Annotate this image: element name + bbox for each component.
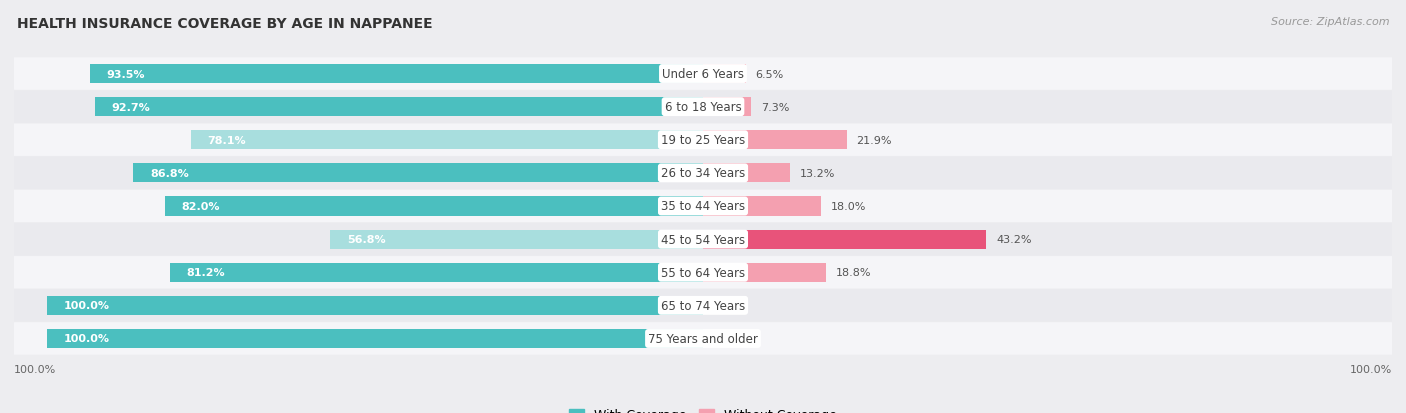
Text: HEALTH INSURANCE COVERAGE BY AGE IN NAPPANEE: HEALTH INSURANCE COVERAGE BY AGE IN NAPP… (17, 17, 433, 31)
Text: 7.3%: 7.3% (761, 102, 789, 112)
Bar (703, 197, 821, 216)
Bar (330, 230, 703, 249)
Text: 35 to 44 Years: 35 to 44 Years (661, 200, 745, 213)
Bar (703, 230, 987, 249)
Bar (94, 98, 703, 117)
Text: 78.1%: 78.1% (207, 135, 246, 145)
Text: 75 Years and older: 75 Years and older (648, 332, 758, 345)
FancyBboxPatch shape (14, 190, 1392, 223)
Bar (46, 329, 703, 348)
Bar (46, 296, 703, 315)
Text: 92.7%: 92.7% (111, 102, 150, 112)
Text: 19 to 25 Years: 19 to 25 Years (661, 134, 745, 147)
Bar (191, 131, 703, 150)
Text: 81.2%: 81.2% (187, 268, 225, 278)
Text: 0.0%: 0.0% (713, 301, 741, 311)
Legend: With Coverage, Without Coverage: With Coverage, Without Coverage (564, 404, 842, 413)
Text: 100.0%: 100.0% (14, 364, 56, 375)
Text: Under 6 Years: Under 6 Years (662, 68, 744, 81)
Text: 100.0%: 100.0% (63, 301, 110, 311)
Text: 86.8%: 86.8% (150, 169, 188, 178)
Bar (703, 164, 790, 183)
Bar (134, 164, 703, 183)
Text: 18.0%: 18.0% (831, 202, 866, 211)
Text: 65 to 74 Years: 65 to 74 Years (661, 299, 745, 312)
Bar (703, 98, 751, 117)
Bar (703, 131, 846, 150)
Text: 82.0%: 82.0% (181, 202, 219, 211)
Text: 56.8%: 56.8% (347, 235, 385, 244)
Text: 6.5%: 6.5% (755, 69, 783, 79)
Text: 6 to 18 Years: 6 to 18 Years (665, 101, 741, 114)
FancyBboxPatch shape (14, 124, 1392, 157)
Bar (90, 65, 703, 84)
FancyBboxPatch shape (14, 58, 1392, 90)
FancyBboxPatch shape (14, 157, 1392, 190)
Text: 18.8%: 18.8% (837, 268, 872, 278)
FancyBboxPatch shape (14, 256, 1392, 289)
Text: 93.5%: 93.5% (105, 69, 145, 79)
Bar (703, 263, 827, 282)
Bar (165, 197, 703, 216)
Text: 100.0%: 100.0% (63, 334, 110, 344)
Bar (703, 65, 745, 84)
FancyBboxPatch shape (14, 223, 1392, 256)
Text: 43.2%: 43.2% (997, 235, 1032, 244)
FancyBboxPatch shape (14, 323, 1392, 355)
Text: 13.2%: 13.2% (800, 169, 835, 178)
Text: 45 to 54 Years: 45 to 54 Years (661, 233, 745, 246)
Text: 55 to 64 Years: 55 to 64 Years (661, 266, 745, 279)
FancyBboxPatch shape (14, 290, 1392, 322)
FancyBboxPatch shape (14, 91, 1392, 123)
Text: 21.9%: 21.9% (856, 135, 891, 145)
Text: Source: ZipAtlas.com: Source: ZipAtlas.com (1271, 17, 1389, 26)
Bar (170, 263, 703, 282)
Text: 26 to 34 Years: 26 to 34 Years (661, 167, 745, 180)
Text: 100.0%: 100.0% (1350, 364, 1392, 375)
Text: 0.0%: 0.0% (713, 334, 741, 344)
